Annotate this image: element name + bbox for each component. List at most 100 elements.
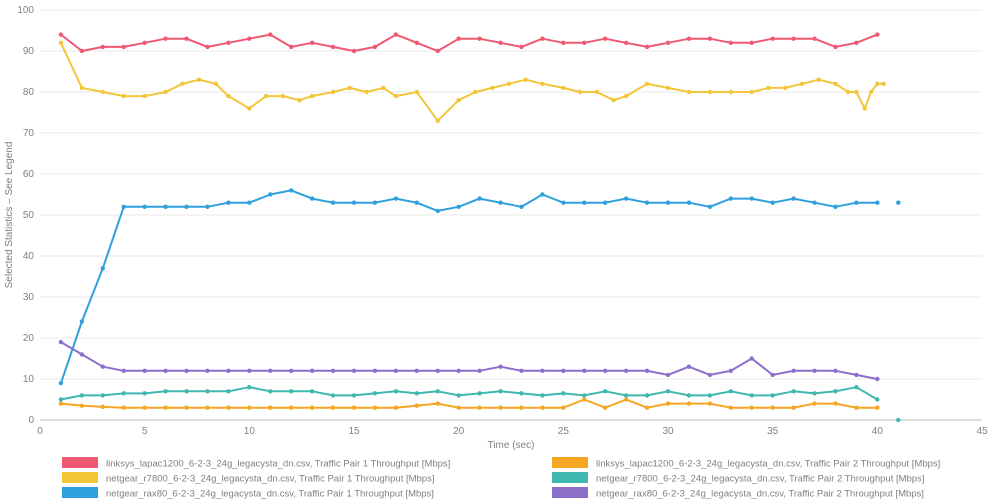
series-marker <box>436 369 440 373</box>
series-marker <box>415 41 419 45</box>
series-marker <box>833 389 837 393</box>
series-marker <box>645 201 649 205</box>
x-tick-label: 0 <box>37 426 43 437</box>
series-marker <box>540 37 544 41</box>
x-tick-label: 15 <box>348 426 360 437</box>
series-marker <box>729 90 733 94</box>
series-marker <box>666 41 670 45</box>
series-marker <box>122 406 126 410</box>
series-marker <box>791 406 795 410</box>
series-marker <box>770 37 774 41</box>
series-marker <box>122 94 126 98</box>
series-marker <box>507 82 511 86</box>
x-tick-label: 40 <box>872 426 884 437</box>
y-tick-label: 40 <box>23 251 35 262</box>
series-marker-extra <box>896 418 900 422</box>
series-marker <box>750 90 754 94</box>
legend-label: netgear_r7800_6-2-3_24g_legacysta_dn.csv… <box>106 474 434 485</box>
series-marker <box>729 196 733 200</box>
series-marker <box>875 32 879 36</box>
series-marker <box>205 369 209 373</box>
series-marker <box>561 86 565 90</box>
series-marker <box>310 41 314 45</box>
series-marker <box>310 389 314 393</box>
series-marker <box>812 201 816 205</box>
series-marker <box>854 385 858 389</box>
series-marker <box>687 365 691 369</box>
series-marker <box>180 82 184 86</box>
x-tick-label: 30 <box>662 426 674 437</box>
series-marker <box>101 405 105 409</box>
series-marker <box>101 393 105 397</box>
series-marker <box>770 201 774 205</box>
series-marker <box>352 201 356 205</box>
series-marker <box>519 205 523 209</box>
series-marker <box>289 406 293 410</box>
series-marker <box>331 45 335 49</box>
series-marker <box>750 393 754 397</box>
x-tick-label: 45 <box>976 426 988 437</box>
series-marker <box>394 369 398 373</box>
series-marker <box>603 369 607 373</box>
series-marker <box>163 406 167 410</box>
series-marker <box>310 369 314 373</box>
series-marker <box>603 201 607 205</box>
series-marker <box>578 90 582 94</box>
legend-swatch <box>62 487 98 498</box>
series-marker <box>184 369 188 373</box>
series-marker <box>394 32 398 36</box>
series-marker <box>163 205 167 209</box>
series-marker <box>205 205 209 209</box>
series-marker <box>352 369 356 373</box>
series-marker <box>101 45 105 49</box>
series-marker <box>436 119 440 123</box>
series-marker <box>214 82 218 86</box>
series-marker <box>197 78 201 82</box>
series-marker <box>611 98 615 102</box>
series-marker <box>352 49 356 53</box>
series-marker <box>59 381 63 385</box>
series-marker <box>645 393 649 397</box>
series-marker <box>205 406 209 410</box>
series-marker <box>456 98 460 102</box>
series-marker <box>645 82 649 86</box>
series-marker <box>80 319 84 323</box>
series-marker <box>498 41 502 45</box>
series-marker <box>812 37 816 41</box>
legend-swatch <box>552 472 588 483</box>
throughput-line-chart: 0102030405060708090100051015202530354045… <box>0 0 1000 500</box>
series-marker <box>80 49 84 53</box>
series-marker <box>812 369 816 373</box>
series-marker <box>770 393 774 397</box>
series-marker <box>869 90 873 94</box>
series-marker <box>729 389 733 393</box>
series-marker <box>456 406 460 410</box>
series-marker <box>498 389 502 393</box>
series-marker <box>833 82 837 86</box>
series-marker <box>540 406 544 410</box>
series-marker <box>750 356 754 360</box>
series-marker <box>875 82 879 86</box>
series-marker <box>708 37 712 41</box>
series-marker <box>854 41 858 45</box>
series-marker <box>205 45 209 49</box>
series-marker <box>687 201 691 205</box>
series-marker <box>498 406 502 410</box>
series-marker <box>863 106 867 110</box>
series-marker <box>142 94 146 98</box>
series-marker <box>666 401 670 405</box>
series-marker <box>645 406 649 410</box>
series-marker <box>226 41 230 45</box>
series-marker <box>666 86 670 90</box>
series-marker <box>352 393 356 397</box>
series-marker <box>142 391 146 395</box>
series-marker <box>381 86 385 90</box>
series-marker <box>770 406 774 410</box>
series-marker <box>163 37 167 41</box>
series-marker <box>247 106 251 110</box>
series-marker <box>687 37 691 41</box>
series-marker <box>687 90 691 94</box>
series-marker <box>364 90 368 94</box>
series-marker <box>247 37 251 41</box>
series-marker <box>394 196 398 200</box>
